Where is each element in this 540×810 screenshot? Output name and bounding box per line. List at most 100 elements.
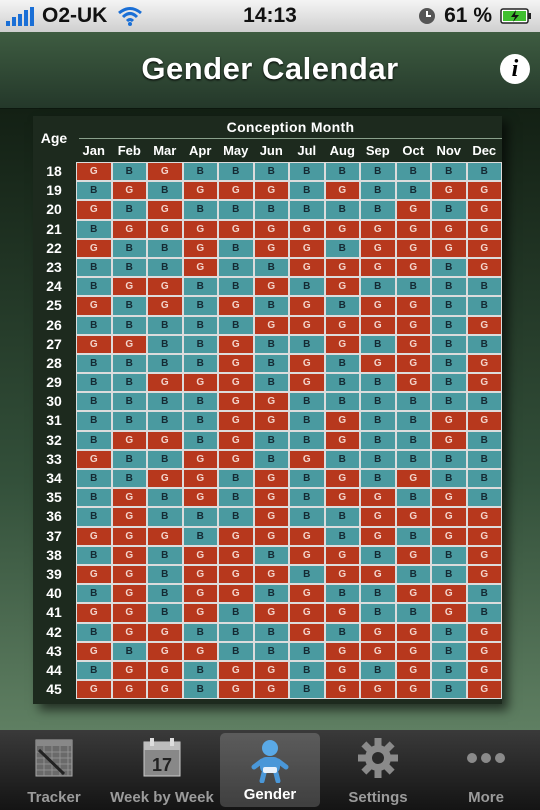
boy-cell: B <box>289 334 325 354</box>
age-label: 25 <box>46 297 62 314</box>
tab-label: Tracker <box>27 789 81 806</box>
girl-cell: G <box>360 353 396 374</box>
boy-cell: B <box>76 315 112 335</box>
age-label: 43 <box>46 642 62 659</box>
boy-cell: B <box>111 238 147 258</box>
girl-cell: G <box>289 622 325 642</box>
girl-cell: G <box>182 238 218 258</box>
girl-cell: G <box>182 373 218 393</box>
boy-cell: B <box>182 660 218 681</box>
girl-cell: G <box>253 219 289 239</box>
age-label: 31 <box>46 412 62 429</box>
age-label: 22 <box>46 239 62 256</box>
girl-cell: G <box>360 238 396 258</box>
boy-cell: B <box>360 469 396 489</box>
age-label: 44 <box>46 661 62 678</box>
girl-cell: G <box>395 296 431 316</box>
girl-cell: G <box>111 507 147 527</box>
girl-cell: G <box>466 641 502 661</box>
girl-cell: G <box>76 680 112 700</box>
girl-cell: G <box>395 257 431 278</box>
wifi-icon <box>118 7 143 26</box>
battery-charging-icon <box>500 8 531 24</box>
girl-cell: G <box>76 641 112 661</box>
boy-cell: B <box>182 392 218 412</box>
boy-cell: B <box>111 296 147 316</box>
boy-cell: B <box>431 660 467 681</box>
boy-cell: B <box>289 430 325 450</box>
boy-cell: B <box>324 526 360 546</box>
boy-cell: B <box>76 545 112 565</box>
boy-cell: B <box>147 507 183 527</box>
tab-tracker[interactable]: Tracker <box>0 730 108 810</box>
boy-cell: B <box>218 603 254 623</box>
girl-cell: G <box>111 660 147 681</box>
tab-week-by-week[interactable]: 17 Week by Week <box>108 730 216 810</box>
boy-cell: B <box>289 469 325 489</box>
girl-cell: G <box>395 373 431 393</box>
girl-cell: G <box>218 584 254 604</box>
girl-cell: G <box>431 584 467 604</box>
alarm-clock-icon <box>419 8 436 24</box>
calendar-day: 17 <box>152 755 172 775</box>
girl-cell: G <box>360 680 396 700</box>
girl-cell: G <box>431 411 467 431</box>
navigation-bar: Gender Calendar i <box>0 32 540 109</box>
status-left: O2-UK <box>6 4 143 28</box>
boy-cell: B <box>360 392 396 412</box>
tab-gender[interactable]: Gender <box>220 733 320 807</box>
girl-cell: G <box>218 296 254 316</box>
girl-cell: G <box>395 641 431 661</box>
girl-cell: G <box>466 181 502 201</box>
boy-cell: B <box>360 660 396 681</box>
girl-cell: G <box>253 507 289 527</box>
boy-cell: B <box>147 238 183 258</box>
boy-cell: B <box>289 680 325 700</box>
age-label: 33 <box>46 450 62 467</box>
boy-cell: B <box>111 200 147 220</box>
age-label: 30 <box>46 393 62 410</box>
girl-cell: G <box>182 545 218 565</box>
boy-cell: B <box>466 334 502 354</box>
boy-cell: B <box>218 315 254 335</box>
girl-cell: G <box>111 219 147 239</box>
boy-cell: B <box>253 641 289 661</box>
girl-cell: G <box>218 334 254 354</box>
girl-cell: G <box>289 238 325 258</box>
boy-cell: B <box>218 162 254 182</box>
age-label: 45 <box>46 681 62 698</box>
boy-cell: B <box>253 430 289 450</box>
tab-label: Settings <box>348 789 408 806</box>
girl-cell: G <box>111 526 147 546</box>
boy-cell: B <box>324 507 360 527</box>
girl-cell: G <box>360 296 396 316</box>
boy-cell: B <box>289 277 325 297</box>
tab-settings[interactable]: Settings <box>324 730 432 810</box>
month-label: Jan <box>82 143 105 158</box>
boy-cell: B <box>324 238 360 258</box>
boy-cell: B <box>253 162 289 182</box>
boy-cell: B <box>431 545 467 565</box>
girl-cell: G <box>360 257 396 278</box>
girl-cell: G <box>431 430 467 450</box>
boy-cell: B <box>218 507 254 527</box>
info-button[interactable]: i <box>500 54 530 84</box>
boy-cell: B <box>360 334 396 354</box>
boy-cell: B <box>289 641 325 661</box>
girl-cell: G <box>218 219 254 239</box>
girl-cell: G <box>218 545 254 565</box>
girl-cell: G <box>466 219 502 239</box>
girl-cell: G <box>182 257 218 278</box>
girl-cell: G <box>111 181 147 201</box>
status-right: 61 % <box>418 4 532 28</box>
girl-cell: G <box>466 353 502 374</box>
boy-cell: B <box>111 315 147 335</box>
girl-cell: G <box>289 315 325 335</box>
tab-more[interactable]: More <box>432 730 540 810</box>
boy-cell: B <box>147 181 183 201</box>
boy-cell: B <box>431 641 467 661</box>
